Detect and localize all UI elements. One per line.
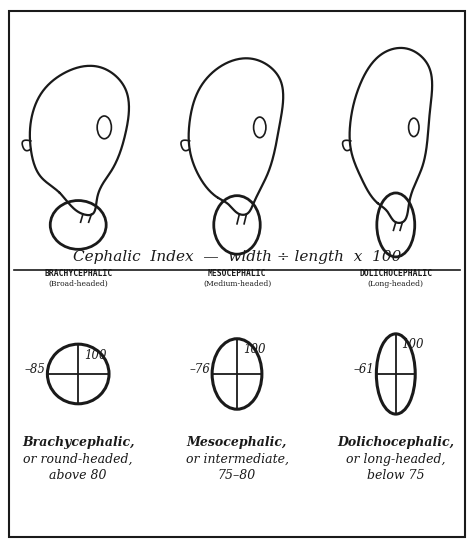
Text: (Long-headed): (Long-headed) [368,280,424,288]
Text: above 80: above 80 [49,469,107,482]
Text: Cephalic  Index  —  width ÷ length  x  100: Cephalic Index — width ÷ length x 100 [73,250,401,264]
Text: MESOCEPHALIC: MESOCEPHALIC [208,269,266,279]
Text: DOLICHOCEPHALIC: DOLICHOCEPHALIC [359,269,432,279]
Text: Dolichocephalic,: Dolichocephalic, [337,436,454,449]
Text: or round-headed,: or round-headed, [23,453,133,466]
Text: 100: 100 [84,349,106,362]
Text: Brachycephalic,: Brachycephalic, [22,436,135,449]
Text: 100: 100 [401,338,424,351]
Text: or long-headed,: or long-headed, [346,453,446,466]
Text: below 75: below 75 [367,469,425,482]
Text: (Medium-headed): (Medium-headed) [203,280,271,288]
Text: –85: –85 [25,363,46,376]
Text: (Broad-headed): (Broad-headed) [48,280,108,288]
Text: 100: 100 [243,343,265,356]
Text: Mesocephalic,: Mesocephalic, [187,436,287,449]
Text: 75–80: 75–80 [218,469,256,482]
Text: –61: –61 [354,363,374,376]
Text: –76: –76 [189,363,210,376]
Text: or intermediate,: or intermediate, [185,453,289,466]
Text: BRACHYCEPHALIC: BRACHYCEPHALIC [44,269,112,279]
